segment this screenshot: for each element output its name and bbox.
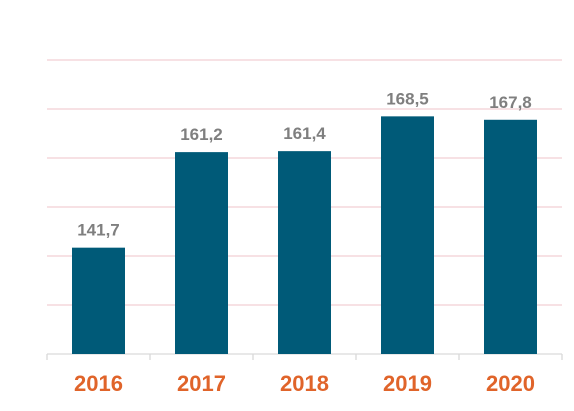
x-axis (46, 353, 563, 360)
x-tick-label: 2018 (280, 371, 329, 396)
bar (72, 247, 125, 354)
category-labels: 2016 2017 2018 2019 2020 (74, 371, 535, 396)
x-tick-label: 2017 (177, 371, 226, 396)
x-tick-label: 2016 (74, 371, 123, 396)
bar (278, 151, 331, 354)
bar (175, 152, 228, 354)
x-tick-label: 2019 (383, 371, 432, 396)
data-label: 167,8 (489, 93, 532, 112)
bar (484, 119, 537, 354)
data-label: 161,2 (180, 125, 223, 144)
data-label: 141,7 (77, 221, 120, 240)
value-labels: 141,7 161,2 161,4 168,5 167,8 (77, 89, 532, 239)
x-tick-label: 2020 (486, 371, 535, 396)
bars (72, 116, 537, 354)
data-label: 168,5 (386, 89, 429, 108)
bar (381, 116, 434, 354)
data-label: 161,4 (283, 124, 326, 143)
